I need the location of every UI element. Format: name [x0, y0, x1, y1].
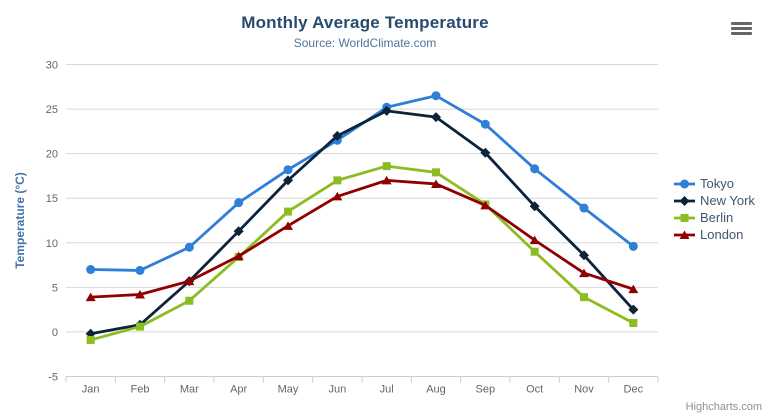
marker-new-york[interactable] [579, 250, 589, 261]
series-tokyo [86, 91, 638, 275]
x-tick-label: Apr [230, 384, 247, 396]
marker-london[interactable] [332, 191, 343, 201]
marker-new-york[interactable] [283, 175, 293, 186]
marker-london[interactable] [628, 284, 639, 294]
triangle-marker-icon [674, 230, 695, 239]
marker-london[interactable] [480, 200, 491, 210]
x-tick-label: Feb [131, 384, 150, 396]
marker-tokyo[interactable] [628, 241, 638, 251]
legend-label: New York [700, 193, 755, 208]
legend-item-new-york[interactable]: New York [674, 192, 755, 209]
series-line-london[interactable] [89, 178, 635, 299]
marker-berlin[interactable] [530, 247, 539, 256]
marker-london[interactable] [579, 268, 589, 278]
marker-london[interactable] [529, 235, 540, 245]
legend-marker-symbol[interactable] [679, 230, 690, 239]
legend: Tokyo New York Berlin London [674, 175, 755, 243]
legend-item-tokyo[interactable]: Tokyo [674, 175, 755, 192]
diamond-marker-icon [674, 195, 695, 206]
marker-berlin[interactable] [382, 162, 391, 171]
legend-label: Tokyo [700, 176, 734, 191]
hamburger-menu-icon[interactable] [731, 22, 752, 35]
menu-bar [731, 32, 752, 35]
y-axis-title: Temperature (°C) [13, 172, 27, 269]
menu-bar [731, 27, 752, 30]
x-tick-label: Mar [180, 384, 199, 396]
square-marker-icon [674, 213, 695, 222]
marker-tokyo[interactable] [135, 265, 145, 275]
marker-tokyo[interactable] [234, 198, 244, 208]
series-london [85, 175, 639, 302]
marker-berlin[interactable] [284, 207, 292, 216]
x-tick-label: Jan [82, 384, 100, 396]
legend-item-berlin[interactable]: Berlin [674, 209, 755, 226]
marker-london[interactable] [85, 292, 96, 302]
marker-tokyo[interactable] [283, 165, 293, 175]
marker-berlin[interactable] [86, 335, 95, 344]
marker-london[interactable] [381, 175, 392, 185]
marker-london[interactable] [233, 251, 244, 261]
marker-new-york[interactable] [431, 112, 441, 123]
series-line-berlin[interactable] [89, 164, 635, 342]
x-tick-label: May [278, 384, 299, 396]
x-tick-label: Jul [380, 384, 394, 396]
marker-tokyo[interactable] [184, 242, 194, 252]
marker-new-york[interactable] [480, 147, 491, 158]
chart-subtitle: Source: WorldClimate.com [293, 36, 437, 50]
marker-new-york[interactable] [233, 226, 244, 237]
marker-berlin[interactable] [185, 296, 194, 305]
y-tick-label: -5 [48, 372, 58, 384]
legend-item-london[interactable]: London [674, 226, 755, 243]
y-tick-label: 20 [46, 149, 58, 161]
credits-link[interactable]: Highcharts.com [685, 401, 762, 413]
circle-marker-icon [674, 179, 695, 188]
legend-marker-symbol[interactable] [680, 179, 689, 188]
marker-new-york[interactable] [332, 130, 343, 141]
y-tick-label: 15 [46, 193, 58, 205]
marker-london[interactable] [283, 221, 293, 230]
legend-label: London [700, 227, 744, 242]
marker-berlin[interactable] [333, 176, 342, 185]
y-tick-label: 0 [52, 327, 58, 339]
marker-new-york[interactable] [529, 201, 540, 212]
marker-london[interactable] [135, 289, 145, 299]
x-tick-label: Sep [476, 384, 496, 396]
legend-marker-symbol[interactable] [679, 195, 690, 206]
y-tick-label: 25 [46, 104, 58, 116]
y-tick-label: 5 [52, 282, 58, 294]
marker-tokyo[interactable] [579, 203, 589, 213]
marker-berlin[interactable] [580, 293, 588, 302]
marker-berlin[interactable] [629, 319, 638, 328]
x-tick-label: Oct [526, 384, 543, 396]
legend-label: Berlin [700, 210, 734, 225]
legend-marker-symbol[interactable] [680, 213, 689, 222]
x-tick-label: Jun [328, 384, 346, 396]
marker-london[interactable] [184, 276, 195, 286]
x-tick-label: Dec [624, 384, 644, 396]
marker-berlin[interactable] [432, 168, 440, 177]
marker-tokyo[interactable] [86, 265, 96, 275]
series-new-york [85, 105, 639, 339]
marker-new-york[interactable] [381, 105, 392, 116]
chart-title: Monthly Average Temperature [241, 13, 489, 32]
menu-bar [731, 22, 752, 25]
series-line-new-york[interactable] [89, 109, 635, 336]
x-tick-label: Aug [426, 384, 446, 396]
marker-london[interactable] [431, 179, 441, 188]
marker-tokyo[interactable] [530, 164, 540, 174]
marker-berlin[interactable] [136, 322, 144, 331]
marker-new-york[interactable] [628, 304, 639, 315]
x-tick-label: Nov [574, 384, 594, 396]
y-tick-label: 10 [46, 238, 58, 250]
y-tick-label: 30 [46, 60, 58, 72]
marker-tokyo[interactable] [431, 91, 441, 101]
marker-tokyo[interactable] [480, 119, 490, 129]
